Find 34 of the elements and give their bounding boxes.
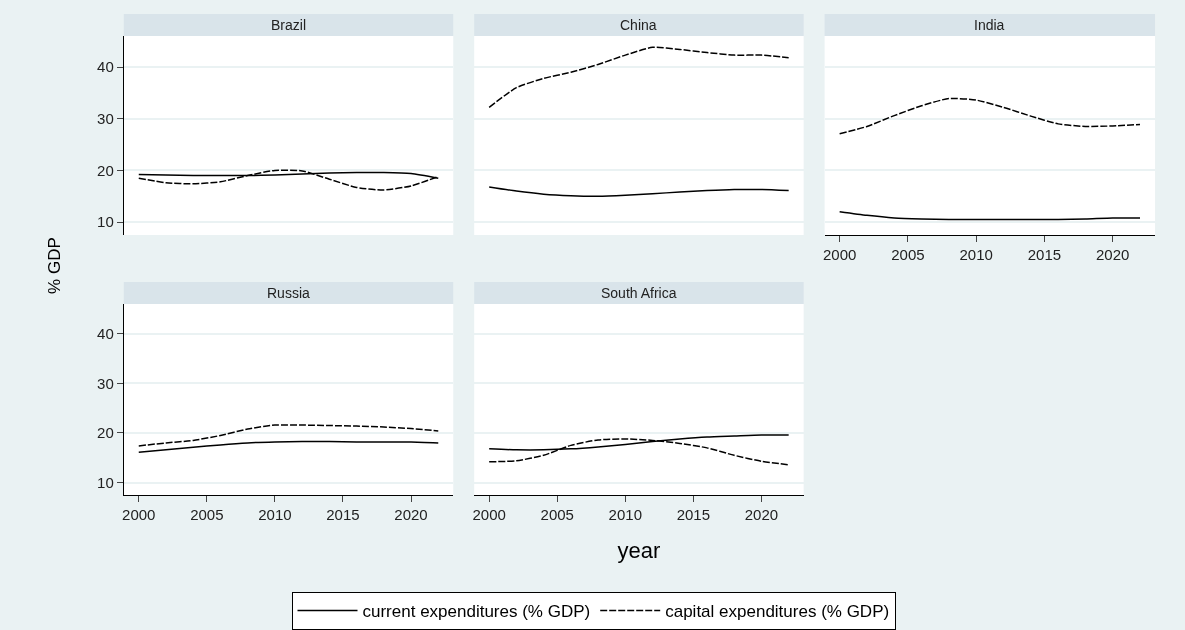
x-tick-label: 2010 — [608, 506, 642, 523]
x-tick-label: 2015 — [676, 506, 711, 523]
x-tick-label: 2005 — [891, 246, 925, 263]
legend-label: capital expenditures (% GDP) — [665, 602, 890, 622]
legend-label: current expenditures (% GDP) — [362, 602, 591, 622]
chart-title: India — [974, 17, 1005, 33]
chart-title: China — [620, 17, 657, 33]
x-tick-label: 2010 — [959, 246, 993, 263]
chart-title: South Africa — [601, 285, 677, 301]
x-tick-label: 2015 — [326, 506, 360, 523]
x-axis-title: year — [617, 537, 661, 563]
y-tick-label: 20 — [97, 161, 114, 179]
x-tick-label: 2005 — [190, 506, 224, 523]
x-tick-label: 2020 — [1096, 246, 1130, 263]
line-series — [138, 424, 440, 447]
chart-title: Brazil — [271, 17, 307, 33]
y-tick-label: 30 — [97, 109, 114, 127]
y-tick-label: 40 — [97, 58, 114, 76]
y-tick-label: 10 — [97, 213, 114, 231]
y-tick-label: 40 — [97, 325, 114, 343]
x-tick-label: 2020 — [394, 506, 428, 523]
x-tick-label: 2020 — [744, 506, 779, 523]
y-tick-label: 30 — [97, 374, 114, 392]
x-tick-label: 2010 — [258, 506, 292, 523]
line-series — [138, 440, 440, 454]
chart-title: Russia — [267, 285, 311, 301]
x-tick-label: 2000 — [472, 506, 506, 523]
y-tick-label: 10 — [97, 473, 114, 491]
x-tick-label: 2000 — [122, 506, 156, 523]
x-tick-label: 2005 — [540, 506, 574, 523]
x-tick-label: 2015 — [1027, 246, 1062, 263]
y-tick-label: 20 — [97, 424, 114, 442]
y-axis-title: % GDP — [44, 237, 64, 294]
x-tick-label: 2000 — [822, 246, 857, 263]
